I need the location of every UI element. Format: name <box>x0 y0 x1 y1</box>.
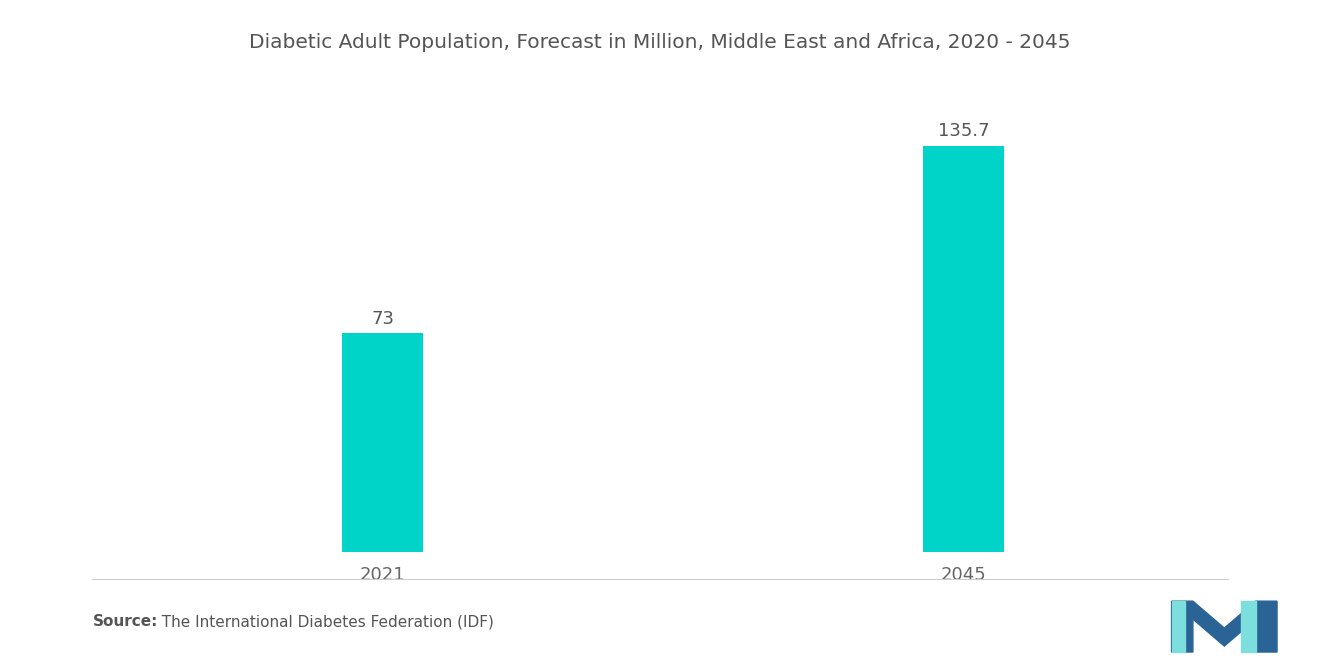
Bar <box>923 146 1005 552</box>
Polygon shape <box>1172 601 1185 652</box>
Text: Diabetic Adult Population, Forecast in Million, Middle East and Africa, 2020 - 2: Diabetic Adult Population, Forecast in M… <box>249 33 1071 53</box>
Text: The International Diabetes Federation (IDF): The International Diabetes Federation (I… <box>152 614 494 629</box>
Text: 73: 73 <box>371 309 395 327</box>
Text: 135.7: 135.7 <box>937 122 990 140</box>
Bar <box>342 333 424 552</box>
Polygon shape <box>1172 601 1276 652</box>
Text: Source:: Source: <box>92 614 158 629</box>
Polygon shape <box>1241 601 1255 652</box>
